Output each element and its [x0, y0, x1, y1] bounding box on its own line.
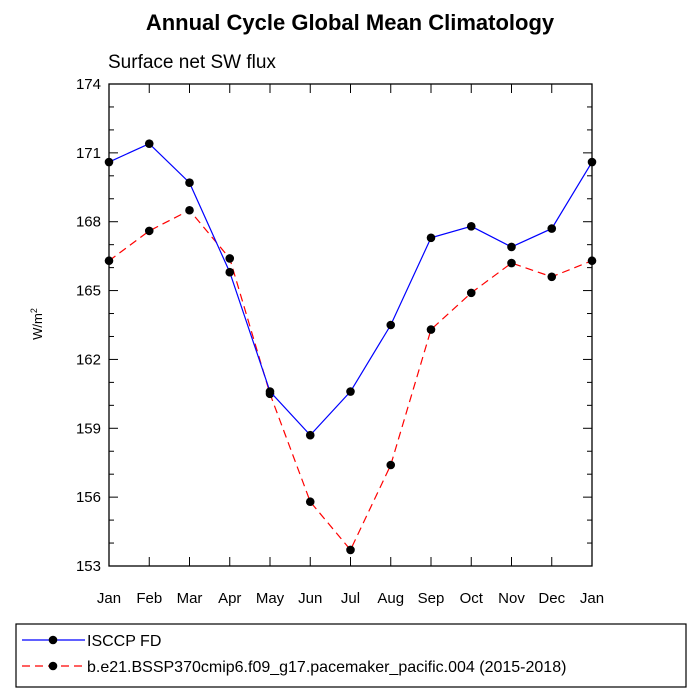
y-tick-label: 156	[76, 489, 101, 506]
series-point	[185, 178, 194, 187]
series-point	[466, 288, 476, 298]
y-tick-label: 171	[76, 145, 101, 162]
x-tick-label: Jan	[97, 590, 121, 607]
series-point	[104, 256, 114, 266]
x-tick-label: Feb	[136, 590, 162, 607]
x-tick-label: Jul	[341, 590, 360, 607]
legend: ISCCP FD b.e21.BSSP370cmip6.f09_g17.pacem…	[15, 623, 687, 688]
series-point	[507, 258, 516, 268]
plot-frame	[108, 83, 593, 567]
series-point	[185, 205, 194, 215]
legend-label: b.e21.BSSP370cmip6.f09_g17.pacemaker_pac…	[87, 659, 566, 676]
series-point	[305, 497, 315, 507]
y-tick-label: 159	[76, 420, 101, 437]
series-point	[305, 430, 315, 440]
series-point	[386, 320, 396, 330]
legend-label: ISCCP FD	[87, 633, 161, 650]
chart-title: Annual Cycle Global Mean Climatology	[146, 10, 555, 35]
x-tick-label: Mar	[177, 590, 203, 607]
chart-subtitle: Surface net SW flux	[108, 52, 276, 73]
y-tick-label: 168	[76, 214, 101, 231]
series-point	[225, 267, 235, 277]
x-tick-label: Aug	[377, 590, 404, 607]
series-point	[265, 387, 275, 396]
legend-box	[15, 623, 687, 688]
series-point	[144, 226, 154, 236]
series-point	[426, 233, 436, 243]
legend-marker	[48, 635, 58, 645]
y-tick-label: 174	[76, 76, 101, 93]
series-point	[587, 256, 597, 266]
series-point	[386, 460, 396, 470]
x-tick-label: Jun	[298, 590, 322, 607]
y-tick-label: 162	[76, 351, 101, 368]
x-tick-label: Sep	[418, 590, 445, 607]
x-tick-label: May	[256, 590, 285, 607]
series-point	[144, 139, 154, 148]
series-line	[108, 209, 593, 552]
series-point	[346, 387, 355, 396]
x-tick-label: Nov	[498, 590, 525, 607]
x-tick-label: Dec	[538, 590, 565, 607]
series-point	[507, 242, 516, 252]
x-tick-label: Oct	[460, 590, 484, 607]
series-point	[346, 545, 355, 555]
x-tick-label: Jan	[580, 590, 604, 607]
series-point	[547, 272, 557, 282]
series-point	[547, 224, 557, 233]
y-tick-label: 165	[76, 283, 101, 300]
y-tick-label: 153	[76, 558, 101, 575]
x-tick-label: Apr	[218, 590, 241, 607]
series-point	[466, 222, 476, 231]
y-axis-label: W/m2	[29, 308, 45, 340]
plot-area: 153 156 159 162 165 168 171 174 Jan Feb Mar Apr May J…	[76, 76, 604, 607]
series-point	[426, 325, 436, 334]
series-point	[104, 157, 114, 167]
series-point	[587, 157, 597, 167]
series-point	[225, 254, 235, 263]
legend-marker	[48, 661, 58, 671]
